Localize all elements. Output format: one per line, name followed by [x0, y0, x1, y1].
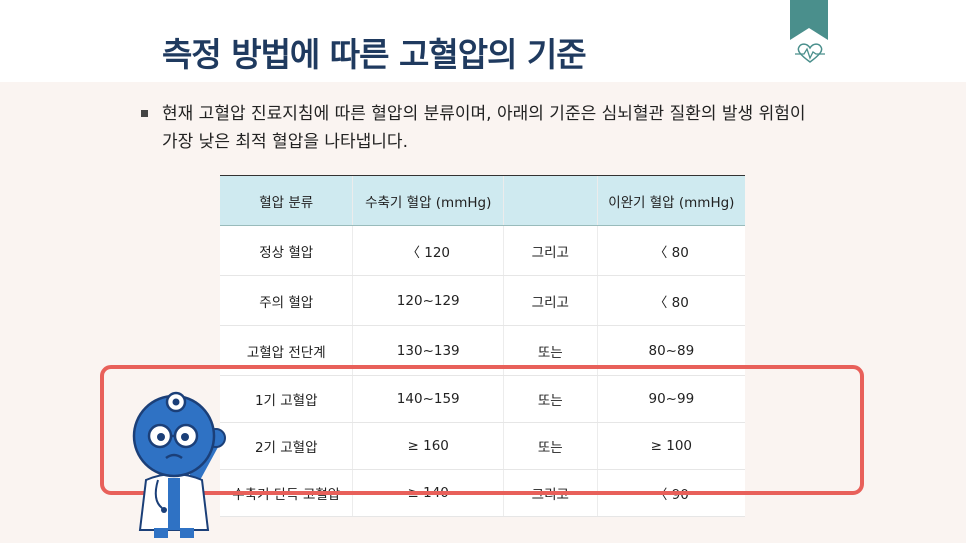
description-text: 현재 고혈압 진료지침에 따른 혈압의 분류이며, 아래의 기준은 심뇌혈관 질…: [162, 104, 806, 152]
hypertension-highlight-box: [100, 365, 864, 495]
cell-connector: 그리고: [502, 275, 598, 326]
cell-diastolic: 〈 80: [596, 275, 745, 326]
cell-systolic: 〈 120: [352, 225, 504, 276]
cell-systolic: ≥ 160: [352, 422, 504, 470]
header-bar: 측정 방법에 따른 고혈압의 기준: [0, 0, 966, 82]
cell-diastolic: ≥ 100: [596, 422, 745, 470]
table-row: 1기 고혈압 140~159 또는 90~99: [220, 375, 745, 423]
cell-systolic: 140~159: [352, 375, 504, 423]
table-row: 2기 고혈압 ≥ 160 또는 ≥ 100: [220, 422, 745, 470]
heartbeat-icon: [795, 43, 825, 63]
cell-systolic: 120~129: [352, 275, 504, 326]
header-connector: [502, 175, 598, 226]
cell-diastolic: 90~99: [596, 375, 745, 423]
cell-connector: 그리고: [502, 225, 598, 276]
cell-connector: 또는: [502, 422, 598, 470]
cell-diastolic: 〈 80: [596, 225, 745, 276]
header-diastolic: 이완기 혈압 (mmHg): [596, 175, 745, 226]
table-header-row: 혈압 분류 수축기 혈압 (mmHg) 이완기 혈압 (mmHg): [220, 175, 745, 226]
bookmark-icon: [790, 0, 828, 40]
header-systolic: 수축기 혈압 (mmHg): [352, 175, 504, 226]
cell-category: 1기 고혈압: [220, 375, 353, 423]
cell-category: 주의 혈압: [220, 275, 353, 326]
cell-connector: 또는: [502, 375, 598, 423]
table-row: 정상 혈압 〈 120 그리고 〈 80: [220, 225, 745, 276]
doctor-mascot: [132, 391, 226, 538]
header-category: 혈압 분류: [220, 175, 353, 226]
page-title: 측정 방법에 따른 고혈압의 기준: [162, 35, 587, 74]
table-row: 주의 혈압 120~129 그리고 〈 80: [220, 275, 745, 326]
cell-category: 정상 혈압: [220, 225, 353, 276]
bullet-marker: [141, 110, 148, 117]
cell-category: 2기 고혈압: [220, 422, 353, 470]
